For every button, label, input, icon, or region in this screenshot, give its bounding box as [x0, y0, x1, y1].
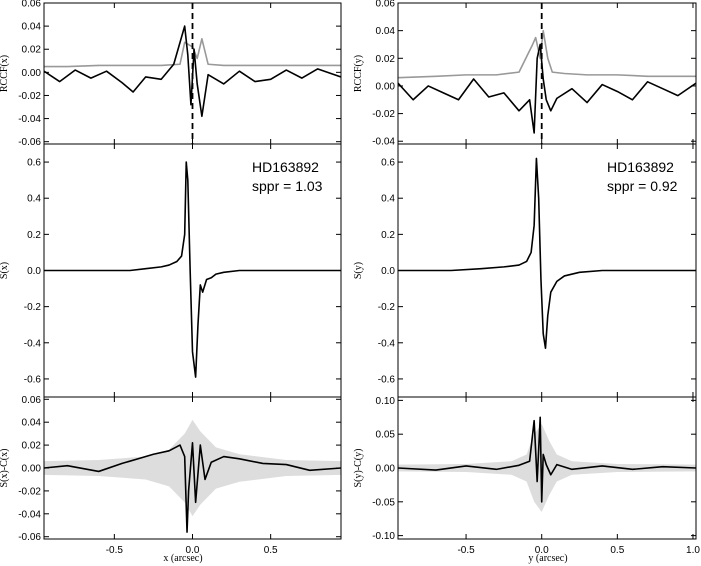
resid-y-ytick-label-4: 0.10 — [376, 396, 396, 407]
s-y-plot-area — [398, 157, 696, 350]
panel-resid-x: -0.06 -0.04 -0.02 0.00 0.02 0.04 0.06 -0.5 0.0 0.… — [0, 395, 342, 556]
resid-x-xtick-label-0: -0.5 — [106, 545, 124, 556]
rccf-y-ytick-label-5: 0.06 — [376, 0, 396, 10]
s-y-ytick-label-3: 0.0 — [381, 266, 395, 277]
rccf-x-ytick-label-6: 0.06 — [22, 0, 42, 10]
panel-rccf-y: -0.04 -0.02 0.00 0.02 0.04 0.06 RCCF(y) — [353, 0, 697, 148]
x-axis-title-right: y (arcsec) — [528, 553, 567, 564]
resid-x-ylabel: S(x)-C(x) — [0, 449, 10, 488]
rccf-y-ylabel: RCCF(y) — [353, 55, 364, 92]
s-y-ytick-label-2: -0.2 — [378, 302, 396, 313]
s-x-ytick-label-3: 0.0 — [27, 266, 41, 277]
rccf-y-frame — [397, 2, 697, 145]
resid-x-ytick-label-1: -0.04 — [18, 509, 41, 520]
resid-y-series-line-0 — [398, 416, 696, 503]
rccf-y-ytick-label-0: -0.04 — [372, 137, 395, 148]
rccf-y-ytick-label-1: -0.02 — [372, 109, 395, 120]
s-x-ytick-label-4: 0.2 — [27, 230, 41, 241]
rccf-y-ytick-label-3: 0.02 — [376, 54, 396, 65]
resid-x-ytick-label-2: -0.02 — [18, 486, 41, 497]
s-y-ytick-label-6: 0.6 — [381, 158, 395, 169]
rccf-x-series-line-0 — [44, 38, 341, 68]
resid-x-ytick-label-5: 0.04 — [22, 418, 42, 429]
panel-rccf-x: -0.06 -0.04 -0.02 0.00 0.02 0.04 0.06 RCCF(x) — [0, 0, 342, 148]
rccf-x-ylabel: RCCF(x) — [0, 55, 10, 92]
resid-y-xtick-label-2: 0.5 — [610, 545, 624, 556]
resid-y-xtick-label-0: -0.5 — [457, 545, 475, 556]
rccf-y-series-line-1 — [398, 43, 696, 134]
resid-y-xtick-label-3: 1.0 — [686, 545, 700, 556]
resid-y-ytick-label-2: 0.00 — [376, 464, 396, 475]
rccf-x-series-line-1 — [44, 25, 341, 118]
resid-x-envelope-band — [44, 419, 341, 517]
s-x-ytick-label-0: -0.6 — [24, 374, 42, 385]
rccf-x-ytick-label-1: -0.04 — [18, 114, 41, 125]
rccf-x-ytick-label-4: 0.02 — [22, 45, 42, 56]
resid-x-series-line-0 — [44, 442, 341, 533]
rccf-x-ytick-label-2: -0.02 — [18, 91, 41, 102]
resid-y-ytick-label-3: 0.05 — [376, 430, 396, 441]
resid-y-ytick-label-0: -0.10 — [372, 531, 395, 542]
resid-y-ylabel: S(y)-C(y) — [353, 449, 364, 488]
s-x-ytick-label-6: 0.6 — [27, 158, 41, 169]
s-y-ylabel: S(y) — [353, 262, 364, 279]
resid-x-ytick-label-3: 0.00 — [22, 464, 42, 475]
annotation-star-left: HD163892 — [252, 159, 319, 175]
annotation-sppr-left: sppr = 1.03 — [252, 178, 323, 194]
s-x-ylabel: S(x) — [0, 262, 10, 279]
rccf-y-ytick-label-4: 0.04 — [376, 26, 396, 37]
s-x-ytick-label-5: 0.4 — [27, 194, 41, 205]
resid-x-xtick-label-1: 0.0 — [186, 545, 200, 556]
resid-x-ytick-label-6: 0.06 — [22, 395, 42, 406]
x-axis-title-left: x (arcsec) — [163, 553, 202, 564]
resid-x-xtick-label-2: 0.5 — [264, 545, 278, 556]
resid-x-plot-area — [44, 419, 341, 533]
s-y-series-line-0 — [398, 157, 696, 350]
rccf-y-series-line-0 — [398, 29, 696, 79]
rccf-x-ytick-label-5: 0.04 — [22, 22, 42, 33]
s-x-series-line-0 — [44, 161, 341, 378]
s-x-ytick-label-2: -0.2 — [24, 302, 42, 313]
rccf-y-ytick-label-2: 0.00 — [376, 81, 396, 92]
resid-x-ytick-label-4: 0.02 — [22, 441, 42, 452]
resid-y-xtick-label-1: 0.0 — [535, 545, 549, 556]
resid-x-ytick-label-0: -0.06 — [18, 532, 41, 543]
annotation-sppr-right: sppr = 0.92 — [607, 178, 678, 194]
resid-y-plot-area — [398, 416, 696, 512]
rccf-x-plot-area — [44, 3, 341, 144]
resid-y-ytick-label-1: -0.05 — [372, 497, 395, 508]
rccf-y-plot-area — [398, 3, 696, 144]
s-y-ytick-label-5: 0.4 — [381, 194, 395, 205]
s-y-ytick-label-0: -0.6 — [378, 374, 396, 385]
s-x-ytick-label-1: -0.4 — [24, 338, 42, 349]
s-y-ytick-label-4: 0.2 — [381, 230, 395, 241]
annotation-star-right: HD163892 — [607, 159, 674, 175]
s-x-plot-area — [44, 161, 341, 378]
rccf-x-ytick-label-0: -0.06 — [18, 137, 41, 148]
rccf-x-ytick-label-3: 0.00 — [22, 68, 42, 79]
s-y-ytick-label-1: -0.4 — [378, 338, 396, 349]
panel-resid-y: -0.10 -0.05 0.00 0.05 0.10 -0.5 0.0 0.5 1.0 S(y)-… — [353, 396, 700, 556]
